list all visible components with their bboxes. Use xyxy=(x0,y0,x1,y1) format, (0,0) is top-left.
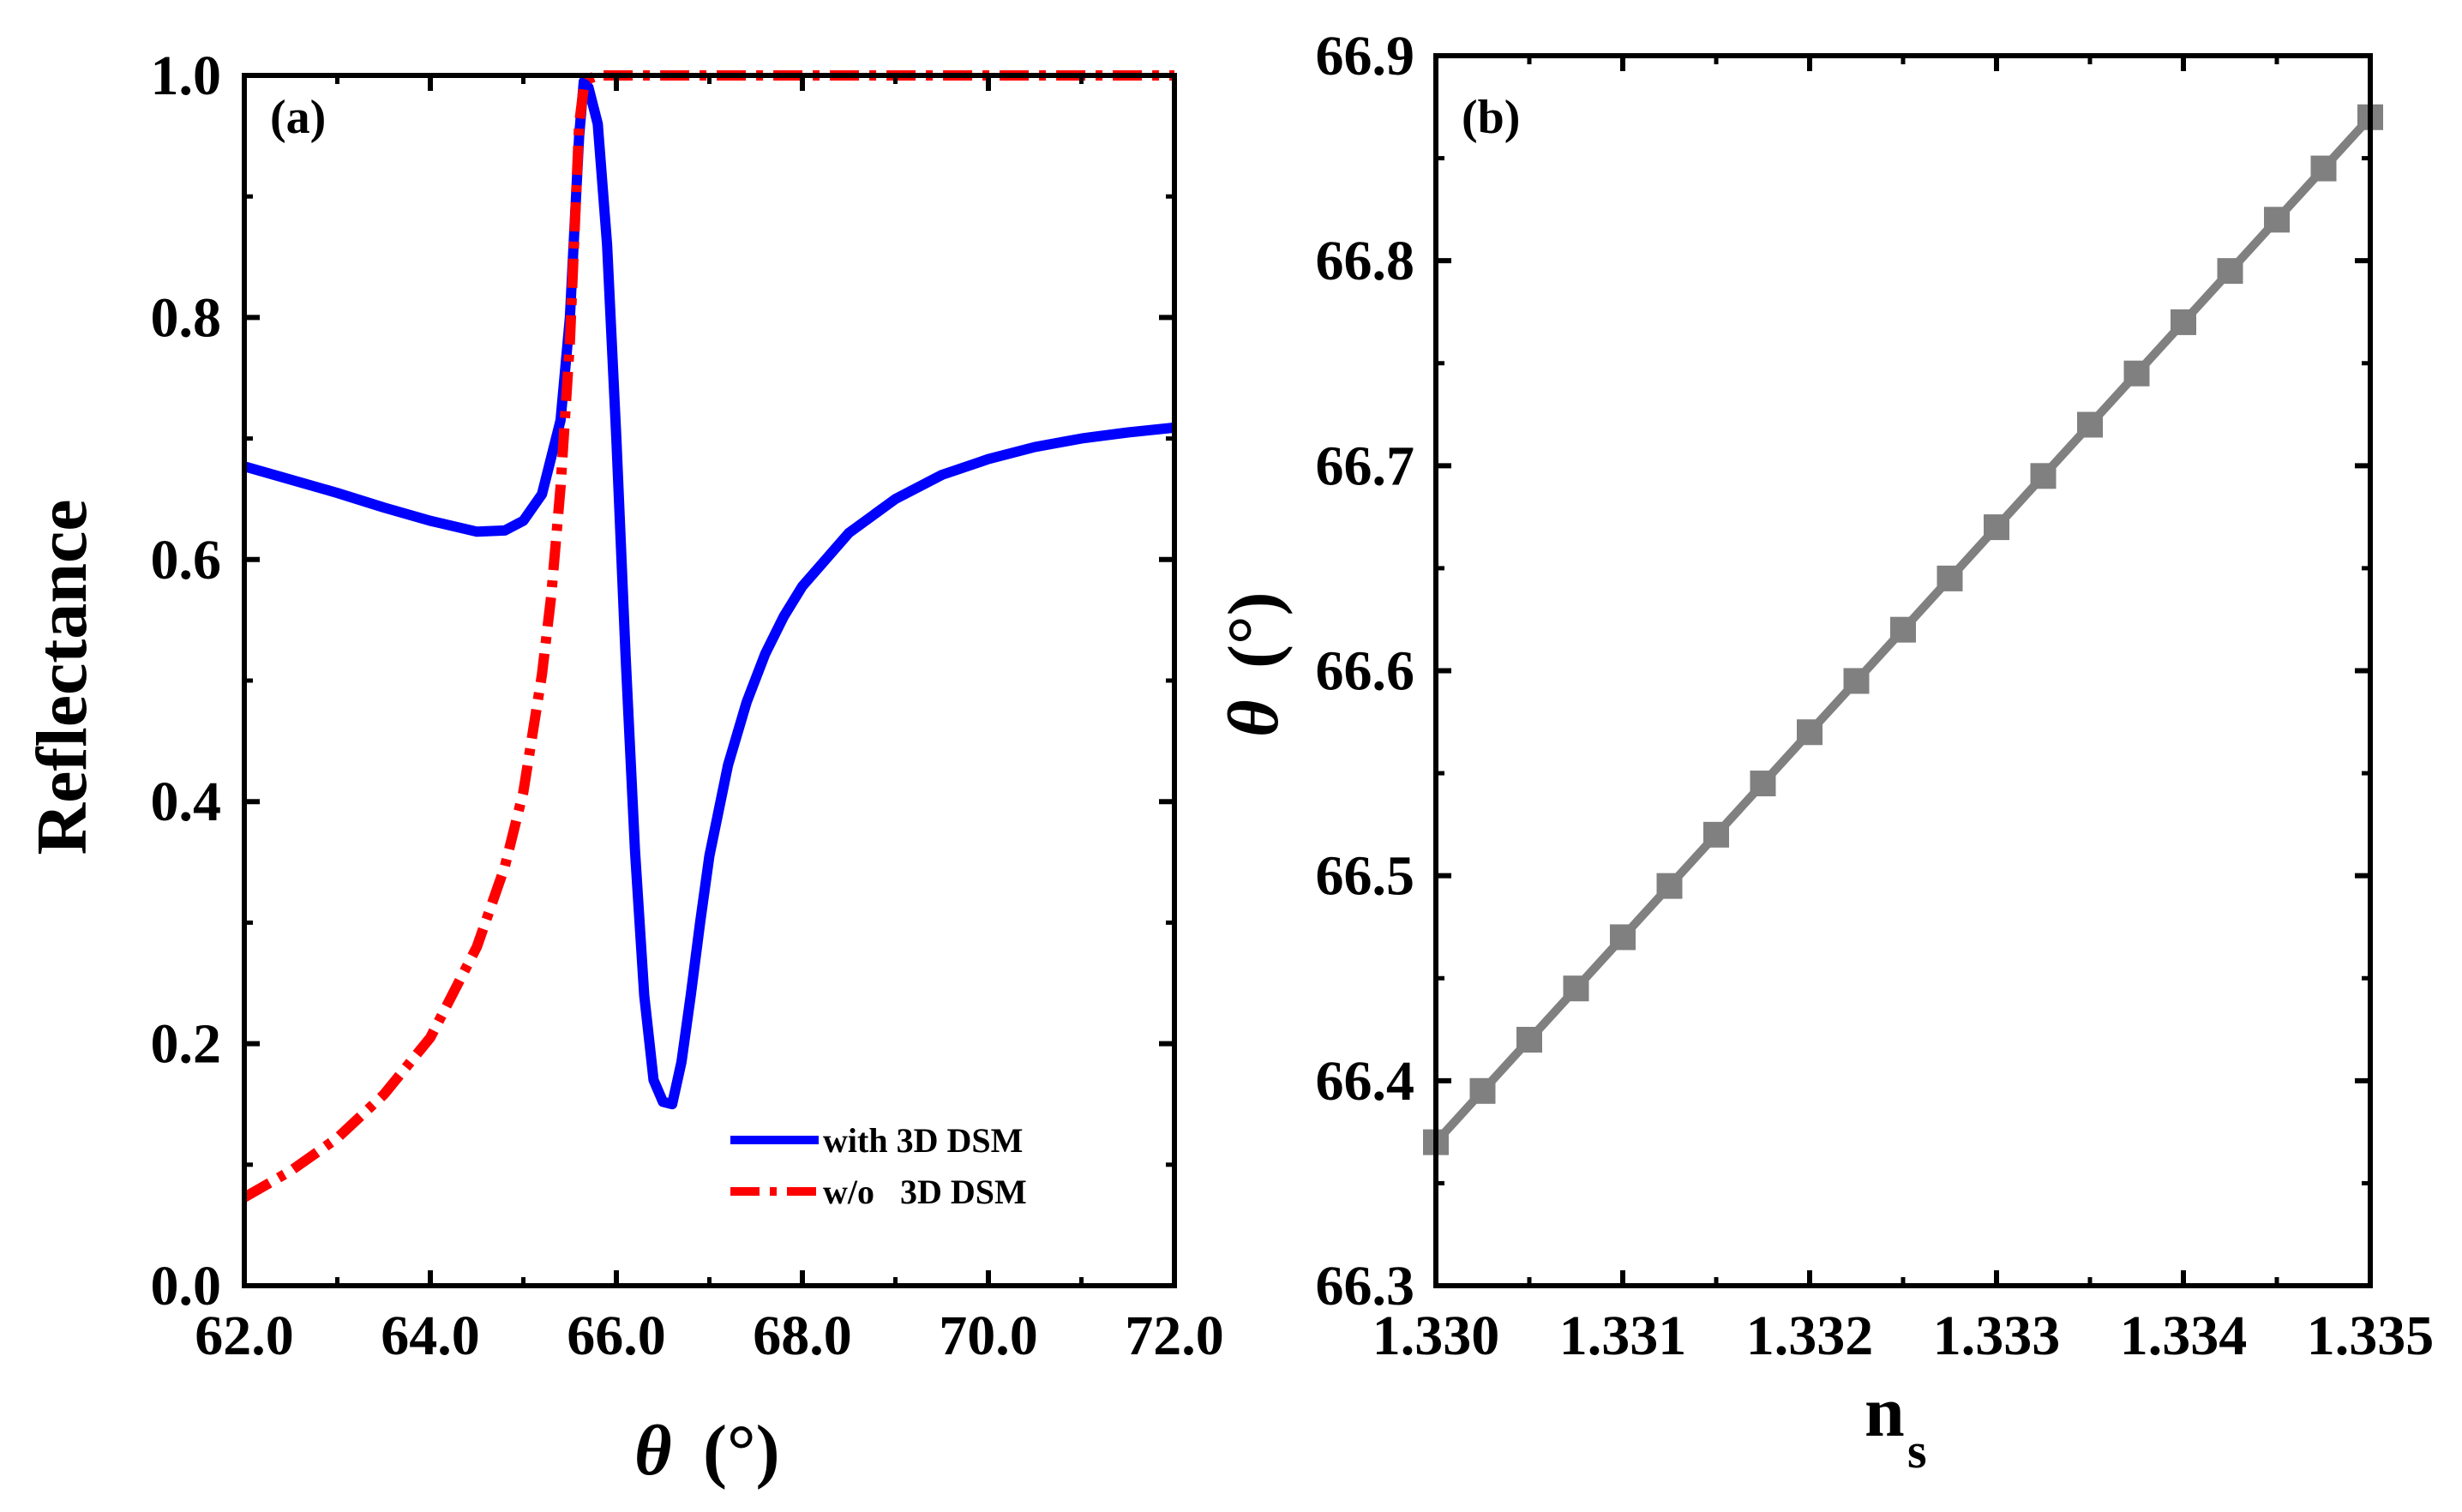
x-tick-label: 1.331 xyxy=(1559,1305,1687,1367)
panel-a-frame xyxy=(242,73,1177,1288)
panel-a-label: (a) xyxy=(270,91,326,144)
panel-a-ticks: 62.0 64.0 66.0 68.0 70.0 72.0 0.0 0.2 0.4 0.6 0.8 1… xyxy=(151,45,1224,1367)
data-point-marker xyxy=(2077,411,2103,438)
panel-a-x-axis-symbol: θ xyxy=(634,1411,672,1491)
y-tick-label: 0.2 xyxy=(151,1013,222,1076)
data-point-marker xyxy=(1843,668,1870,694)
panel-a-plot-lines xyxy=(242,70,1175,1203)
data-point-marker xyxy=(1469,1077,1496,1104)
panel-b-y-axis-symbol: θ xyxy=(1214,699,1294,737)
series-line-0-0 xyxy=(243,76,1175,1110)
y-tick-label: 0.4 xyxy=(151,771,222,833)
x-tick-label: 62.0 xyxy=(195,1305,294,1367)
data-point-marker xyxy=(2217,258,2243,285)
data-point-marker xyxy=(1937,565,1963,591)
panel-b: 1.330 1.331 1.332 1.333 1.334 1.335 66.3 66.4 66… xyxy=(1214,25,2434,1479)
legend-label-without-dsm: w/o 3D DSM xyxy=(823,1173,1027,1211)
panel-b-x-axis-title: n s xyxy=(1865,1372,1927,1479)
panel-b-ticks: 1.330 1.331 1.332 1.333 1.334 1.335 66.3 66.4 66… xyxy=(1316,25,2435,1367)
x-tick-label: 70.0 xyxy=(939,1305,1038,1367)
x-tick-label: 72.0 xyxy=(1125,1305,1224,1367)
panel-a-x-axis-title: θ (°) xyxy=(634,1411,780,1491)
x-tick-label: 1.333 xyxy=(1933,1305,2061,1367)
y-tick-label: 1.0 xyxy=(151,45,222,107)
panel-b-y-axis-unit: (°) xyxy=(1214,591,1294,669)
data-point-marker xyxy=(1750,771,1776,797)
panel-b-frame xyxy=(1433,53,2373,1288)
data-point-marker xyxy=(1610,924,1636,951)
data-point-marker xyxy=(1516,1027,1542,1053)
panel-b-y-axis-title: θ (°) xyxy=(1214,591,1294,737)
y-tick-label: 66.6 xyxy=(1316,640,1415,703)
y-tick-label: 66.4 xyxy=(1316,1050,1415,1113)
legend-label-with-dsm: with 3D DSM xyxy=(823,1121,1023,1160)
panel-b-x-axis-main: n xyxy=(1865,1372,1905,1452)
x-tick-label: 1.332 xyxy=(1746,1305,1874,1367)
data-point-marker xyxy=(2171,309,2196,335)
y-tick-label: 0.6 xyxy=(151,529,222,591)
data-point-marker xyxy=(1703,821,1729,848)
data-point-marker xyxy=(2030,463,2057,489)
y-tick-label: 66.3 xyxy=(1316,1255,1415,1317)
panel-a-x-axis-unit: (°) xyxy=(703,1411,780,1491)
panel-b-x-axis-subscript: s xyxy=(1907,1423,1927,1479)
x-tick-label: 1.330 xyxy=(1372,1305,1500,1367)
panel-b-plot-lines xyxy=(1423,104,2383,1155)
data-point-marker xyxy=(2264,207,2290,233)
panel-a-legend: with 3D DSM w/o 3D DSM xyxy=(730,1121,1027,1211)
x-tick-label: 1.334 xyxy=(2120,1305,2248,1367)
data-point-marker xyxy=(2310,155,2337,182)
panel-a-y-axis-title: Reflectance xyxy=(22,499,102,855)
x-tick-label: 68.0 xyxy=(753,1305,852,1367)
panel-a: 62.0 64.0 66.0 68.0 70.0 72.0 0.0 0.2 0.4 0.6 0.8 1… xyxy=(22,45,1224,1491)
x-tick-label: 1.335 xyxy=(2307,1305,2435,1367)
x-tick-label: 66.0 xyxy=(567,1305,666,1367)
x-tick-label: 64.0 xyxy=(381,1305,480,1367)
data-point-marker xyxy=(2123,360,2150,387)
data-point-marker xyxy=(1890,616,1916,643)
y-tick-label: 66.9 xyxy=(1316,25,1415,87)
data-point-marker xyxy=(1656,873,1683,899)
data-point-marker xyxy=(1984,514,2009,541)
y-tick-label: 66.5 xyxy=(1316,845,1415,908)
y-tick-label: 0.0 xyxy=(151,1255,222,1317)
y-tick-label: 66.8 xyxy=(1316,230,1415,292)
data-point-marker xyxy=(1563,975,1589,1002)
data-point-marker xyxy=(1797,719,1822,746)
y-tick-label: 66.7 xyxy=(1316,435,1415,497)
y-tick-label: 0.8 xyxy=(151,286,222,349)
panel-b-label: (b) xyxy=(1462,91,1520,144)
series-line-0-1 xyxy=(242,70,1174,1203)
